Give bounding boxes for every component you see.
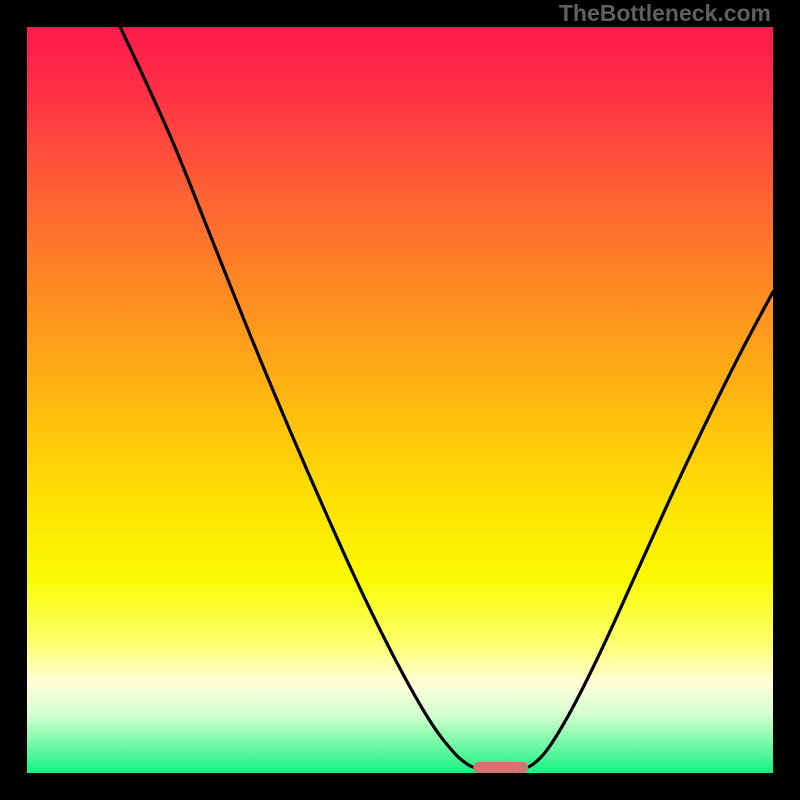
- curve-right-branch: [523, 292, 773, 769]
- curve-left-branch: [120, 27, 478, 769]
- chart-container: TheBottleneck.com: [0, 0, 800, 800]
- watermark-text: TheBottleneck.com: [559, 0, 771, 27]
- bottleneck-marker: [473, 762, 528, 773]
- plot-area: [27, 27, 773, 773]
- bottleneck-curve-svg: [27, 27, 773, 773]
